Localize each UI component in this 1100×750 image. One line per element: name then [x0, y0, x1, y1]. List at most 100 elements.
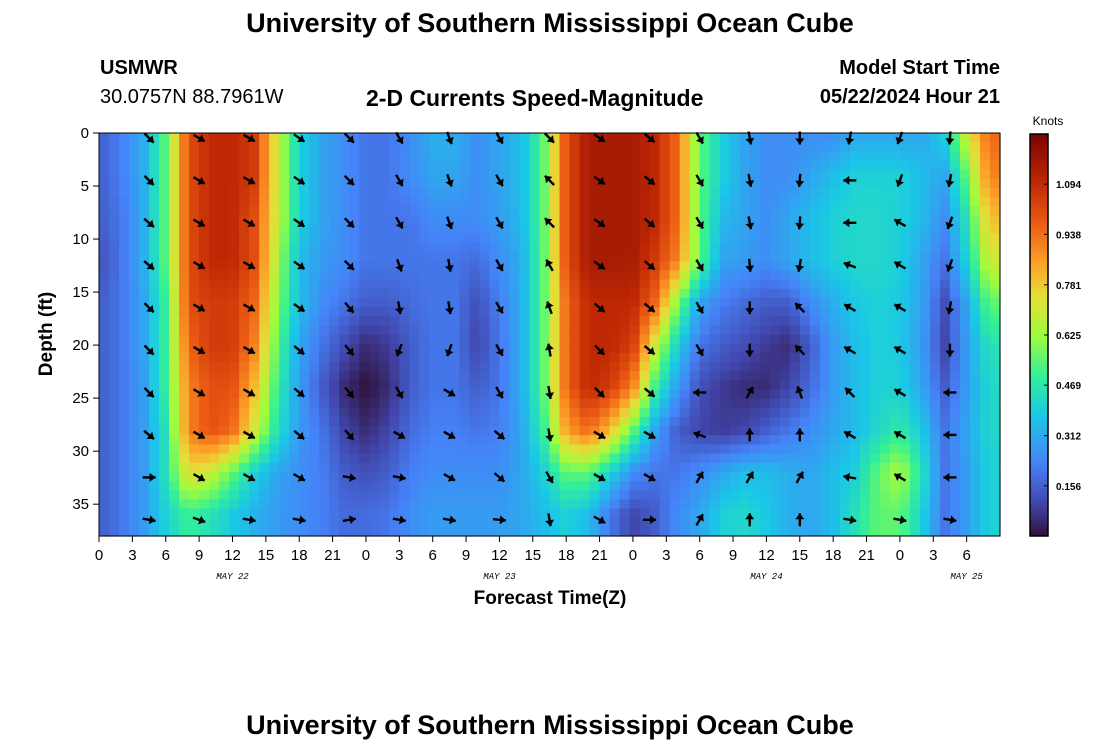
heatmap-cell [599, 197, 611, 207]
heatmap-cell [659, 316, 671, 326]
heatmap-cell [939, 462, 951, 473]
heatmap-cell [849, 334, 861, 345]
heatmap-cell [629, 297, 641, 308]
heatmap-cell [399, 435, 410, 446]
heatmap-cell [839, 499, 851, 510]
heatmap-cell [559, 380, 571, 391]
heatmap-cell [429, 398, 440, 409]
heatmap-cell [799, 526, 811, 537]
current-arrow [795, 173, 805, 188]
heatmap-cell [989, 206, 1001, 217]
arrow-head [395, 178, 404, 187]
heatmap-cell [239, 288, 250, 299]
heatmap-cell [239, 490, 250, 500]
station-location: 30.0757N 88.7961W [100, 86, 284, 108]
current-arrow [545, 343, 554, 357]
heatmap-cell [989, 316, 1001, 326]
heatmap-cell [149, 325, 160, 336]
heatmap-cell [379, 352, 390, 363]
heatmap-cell [339, 371, 350, 381]
heatmap-cell [749, 325, 761, 336]
heatmap-cell [359, 334, 370, 345]
heatmap-cell [129, 233, 140, 244]
heatmap-cell [879, 133, 891, 143]
current-arrow [293, 429, 305, 441]
colorbar-segment [1030, 418, 1048, 423]
heatmap-cell [189, 316, 200, 326]
heatmap-cell [879, 444, 891, 455]
arrow-head [647, 177, 655, 185]
heatmap-cell [369, 490, 380, 500]
heatmap-cell [769, 352, 781, 363]
heatmap-cell [569, 361, 581, 372]
heatmap-cell [779, 361, 791, 372]
arrow-head [597, 304, 605, 312]
heatmap-cell [979, 316, 991, 326]
arrow-head [395, 390, 404, 399]
heatmap-cell [569, 151, 581, 162]
heatmap-cell [509, 517, 521, 528]
heatmap-cell [199, 426, 210, 436]
heatmap-cell [659, 471, 671, 482]
heatmap-cell [439, 481, 450, 491]
heatmap-cell [319, 187, 330, 198]
heatmap-cell [149, 398, 160, 409]
arrow-head [597, 219, 605, 227]
arrow-head [495, 136, 504, 144]
heatmap-cell [569, 444, 581, 455]
heatmap-cell [179, 444, 190, 455]
arrow-head [146, 389, 154, 398]
arrow-head [499, 515, 506, 525]
heatmap-cell [539, 316, 551, 326]
heatmap-cell [979, 444, 991, 455]
heatmap-cell [599, 325, 611, 336]
heatmap-cell [949, 325, 961, 336]
x-tick-label: 12 [224, 547, 241, 564]
heatmap-cell [679, 297, 691, 308]
y-tick-label: 15 [72, 284, 89, 301]
heatmap-cell [109, 343, 120, 354]
heatmap-cell [579, 279, 591, 290]
heatmap-cell [429, 389, 440, 400]
heatmap-cell [839, 279, 851, 290]
axes: 0 3 6 9 12 15 18 21 0 3 6 9 12 15 18 21 0 3 6 9 12 15 18 21 0 3 6M… [72, 125, 983, 582]
heatmap-cell [639, 316, 651, 326]
heatmap-cell [539, 526, 551, 537]
heatmap-cell [439, 371, 450, 381]
heatmap-cell [239, 389, 250, 400]
current-arrow [445, 343, 454, 357]
heatmap-cell [419, 526, 430, 537]
heatmap-cell [379, 481, 390, 491]
heatmap-cell [649, 426, 661, 436]
heatmap-cell [799, 380, 811, 391]
heatmap-cell [829, 416, 841, 427]
arrow-head [696, 178, 704, 187]
heatmap-cell [439, 297, 450, 308]
heatmap-cell [859, 426, 871, 436]
heatmap-cell [259, 242, 270, 253]
heatmap-cell [749, 407, 761, 418]
heatmap-cell [949, 361, 961, 372]
heatmap-cell [949, 517, 961, 528]
heatmap-cell [309, 435, 320, 446]
heatmap-cell [219, 481, 230, 491]
heatmap-cell [109, 215, 120, 226]
heatmap-cell [879, 252, 891, 262]
heatmap-cell [109, 133, 120, 143]
heatmap-cell [939, 224, 951, 235]
arrow-head [597, 261, 605, 270]
heatmap-cell [689, 142, 701, 152]
heatmap-cell [899, 297, 911, 308]
heatmap-cell [669, 169, 681, 180]
heatmap-cell [399, 380, 410, 391]
heatmap-cell [779, 325, 791, 336]
heatmap-cell [449, 307, 460, 317]
heatmap-cell [439, 187, 450, 198]
heatmap-cell [339, 462, 350, 473]
heatmap-cell [469, 288, 481, 299]
heatmap-cell [599, 352, 611, 363]
heatmap-cell [949, 334, 961, 345]
heatmap-cell [669, 297, 681, 308]
heatmap-cell [419, 389, 430, 400]
heatmap-cell [649, 279, 661, 290]
